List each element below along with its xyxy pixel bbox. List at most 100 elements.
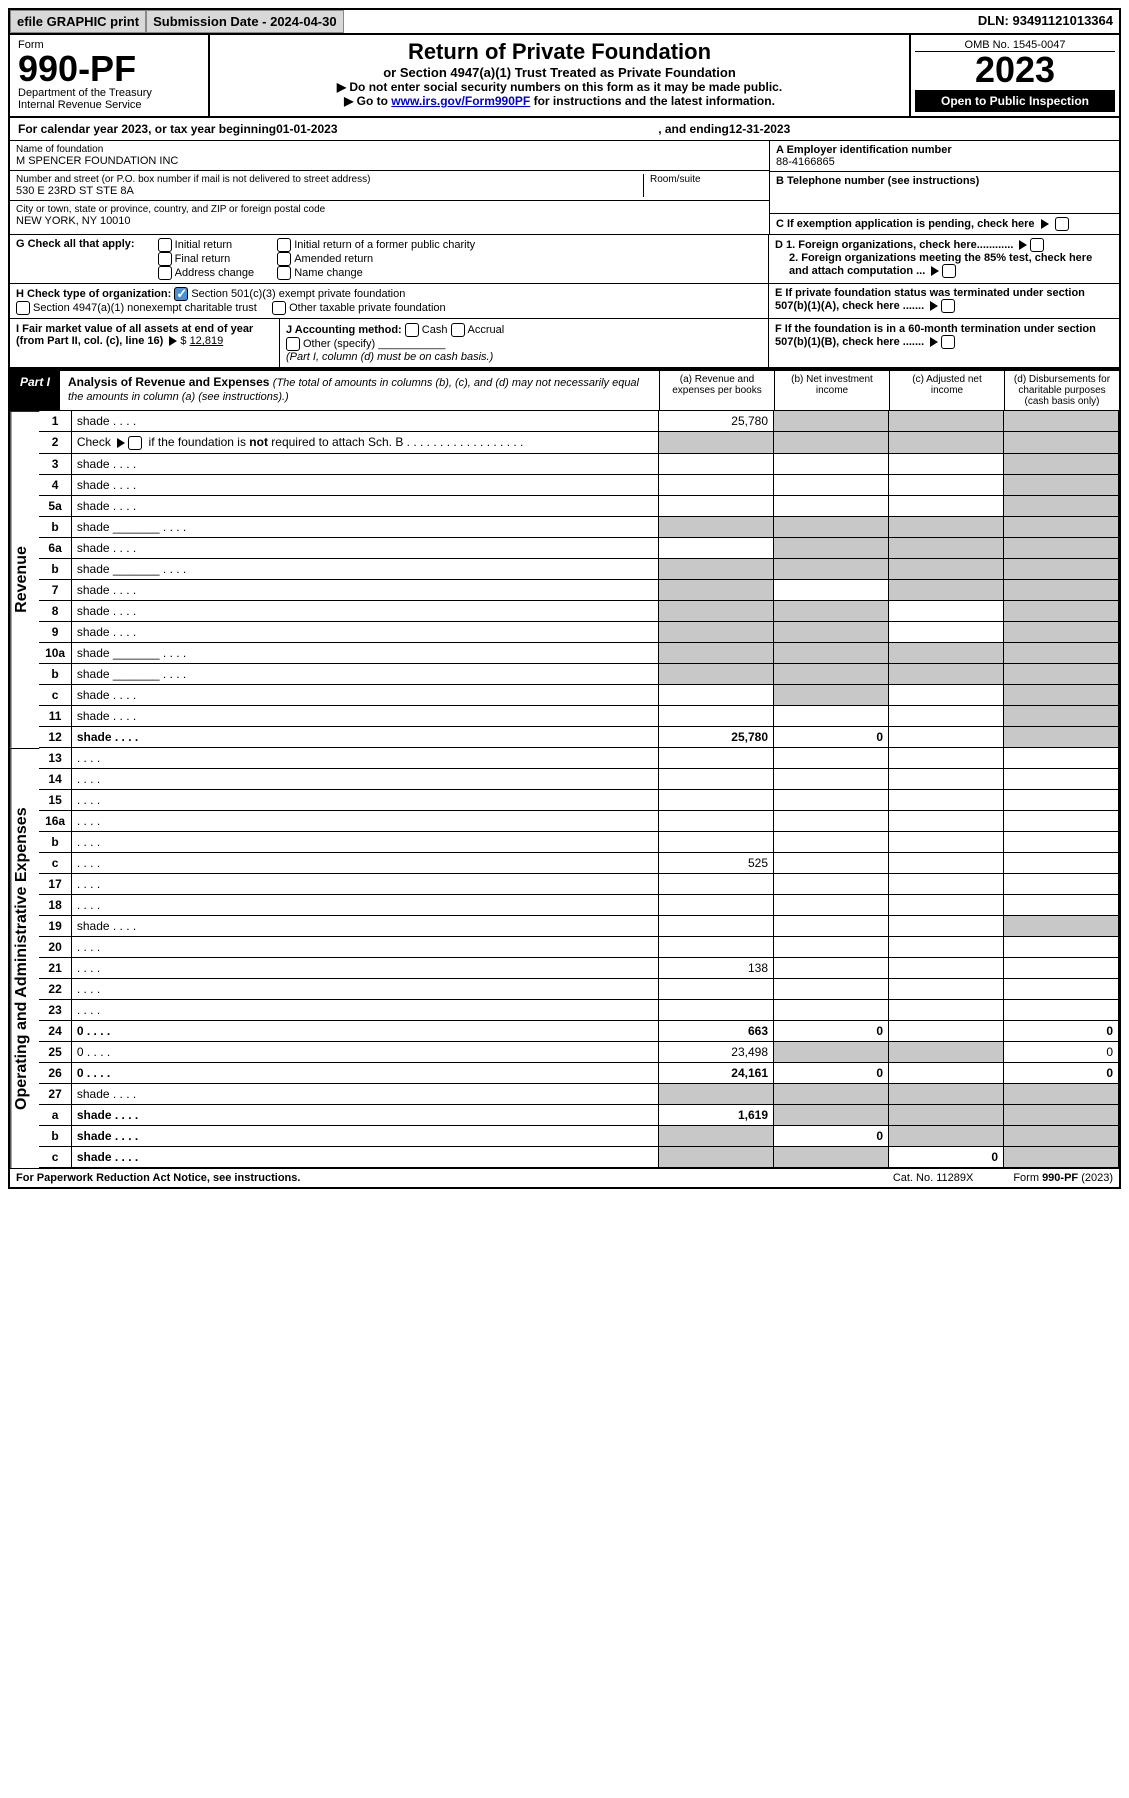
cell-amount	[774, 768, 889, 789]
cell-shaded	[889, 1125, 1004, 1146]
line-no: b	[39, 516, 71, 537]
line-no: 21	[39, 957, 71, 978]
cell-shaded	[889, 1104, 1004, 1125]
street-addr: 530 E 23RD ST STE 8A	[16, 185, 643, 197]
table-row: 14 . . . .	[39, 768, 1118, 789]
cell-shaded	[774, 621, 889, 642]
cell-amount	[774, 789, 889, 810]
d1-check[interactable]	[1030, 238, 1044, 252]
line-no: 14	[39, 768, 71, 789]
cell-shaded	[774, 558, 889, 579]
footer: For Paperwork Reduction Act Notice, see …	[10, 1168, 1119, 1187]
line-no: 18	[39, 894, 71, 915]
e-check[interactable]	[941, 299, 955, 313]
d2-label: 2. Foreign organizations meeting the 85%…	[789, 252, 1092, 277]
cell-amount	[889, 600, 1004, 621]
submission-date: Submission Date - 2024-04-30	[146, 10, 344, 33]
cell-amount	[889, 684, 1004, 705]
cell-shaded	[774, 642, 889, 663]
line-desc: . . . .	[71, 978, 658, 999]
form-link[interactable]: www.irs.gov/Form990PF	[391, 94, 530, 108]
line-no: 24	[39, 1020, 71, 1041]
cell-amount	[889, 873, 1004, 894]
cell-amount	[774, 957, 889, 978]
cell-amount: 25,780	[659, 726, 774, 747]
d2-check[interactable]	[942, 264, 956, 278]
line-no: 19	[39, 915, 71, 936]
j-accrual[interactable]	[451, 323, 465, 337]
table-row: 10ashade _______ . . . .	[39, 642, 1118, 663]
table-row: 20 . . . .	[39, 936, 1118, 957]
top-bar: efile GRAPHIC print Submission Date - 20…	[10, 10, 1119, 35]
cell-amount: 0	[774, 1020, 889, 1041]
cell-shaded	[1004, 516, 1119, 537]
cell-amount	[659, 453, 774, 474]
f-check[interactable]	[941, 335, 955, 349]
g-opt-0: Initial return	[175, 239, 232, 251]
cell-amount	[774, 474, 889, 495]
g-amended[interactable]	[277, 252, 291, 266]
cell-shaded	[1004, 474, 1119, 495]
cell-amount	[889, 852, 1004, 873]
table-row: 21 . . . .138	[39, 957, 1118, 978]
cell-amount	[659, 999, 774, 1020]
cell-amount	[774, 810, 889, 831]
cell-amount: 0	[1004, 1020, 1119, 1041]
cell-amount	[774, 852, 889, 873]
cell-shaded	[1004, 558, 1119, 579]
j-cash[interactable]	[405, 323, 419, 337]
room-label: Room/suite	[650, 174, 763, 185]
cell-amount	[659, 810, 774, 831]
table-row: 17 . . . .	[39, 873, 1118, 894]
cell-shaded	[774, 663, 889, 684]
cell-shaded	[774, 1083, 889, 1104]
cell-shaded	[659, 516, 774, 537]
cell-shaded	[1004, 642, 1119, 663]
c-checkbox[interactable]	[1055, 217, 1069, 231]
cell-shaded	[1004, 537, 1119, 558]
part1-title: Analysis of Revenue and Expenses	[68, 375, 269, 389]
line-desc: shade . . . .	[71, 1125, 658, 1146]
line-desc: shade . . . .	[71, 684, 658, 705]
cell-amount	[774, 579, 889, 600]
j-opt-1: Accrual	[468, 324, 505, 336]
h-4947[interactable]	[16, 301, 30, 315]
g-initial-former[interactable]	[277, 238, 291, 252]
table-row: cshade . . . .	[39, 684, 1118, 705]
cell-amount	[889, 768, 1004, 789]
cell-shaded	[1004, 432, 1119, 454]
instr-2: ▶ Go to www.irs.gov/Form990PF for instru…	[214, 94, 905, 108]
j-other[interactable]	[286, 337, 300, 351]
efile-print-button[interactable]: efile GRAPHIC print	[10, 10, 146, 33]
table-row: 250 . . . .23,4980	[39, 1041, 1118, 1062]
form-header: Form 990-PF Department of the Treasury I…	[10, 35, 1119, 118]
h-501c3[interactable]	[174, 287, 188, 301]
cell-amount	[1004, 873, 1119, 894]
line-desc: shade _______ . . . .	[71, 663, 658, 684]
line-desc: shade . . . .	[71, 1083, 658, 1104]
table-row: bshade . . . .0	[39, 1125, 1118, 1146]
arrow-icon	[169, 336, 177, 346]
g-initial[interactable]	[158, 238, 172, 252]
h-other[interactable]	[272, 301, 286, 315]
cell-amount	[774, 831, 889, 852]
revenue-table: 1shade . . . .25,7802Check if the founda…	[39, 411, 1119, 748]
g-final[interactable]	[158, 252, 172, 266]
g-addr[interactable]	[158, 266, 172, 280]
line-desc: shade . . . .	[71, 474, 658, 495]
table-row: 16a . . . .	[39, 810, 1118, 831]
cell-shaded	[1004, 579, 1119, 600]
cell-shaded	[774, 1041, 889, 1062]
cell-shaded	[1004, 1146, 1119, 1167]
cell-shaded	[1004, 411, 1119, 432]
line-no: 9	[39, 621, 71, 642]
d1-label: D 1. Foreign organizations, check here..…	[775, 239, 1013, 251]
g-opt-5: Name change	[294, 267, 363, 279]
cell-shaded	[889, 558, 1004, 579]
cell-amount: 25,780	[659, 411, 774, 432]
table-row: 240 . . . .66300	[39, 1020, 1118, 1041]
part1-tag: Part I	[10, 371, 60, 410]
cell-amount	[889, 495, 1004, 516]
cell-shaded	[774, 1104, 889, 1125]
g-name-change[interactable]	[277, 266, 291, 280]
